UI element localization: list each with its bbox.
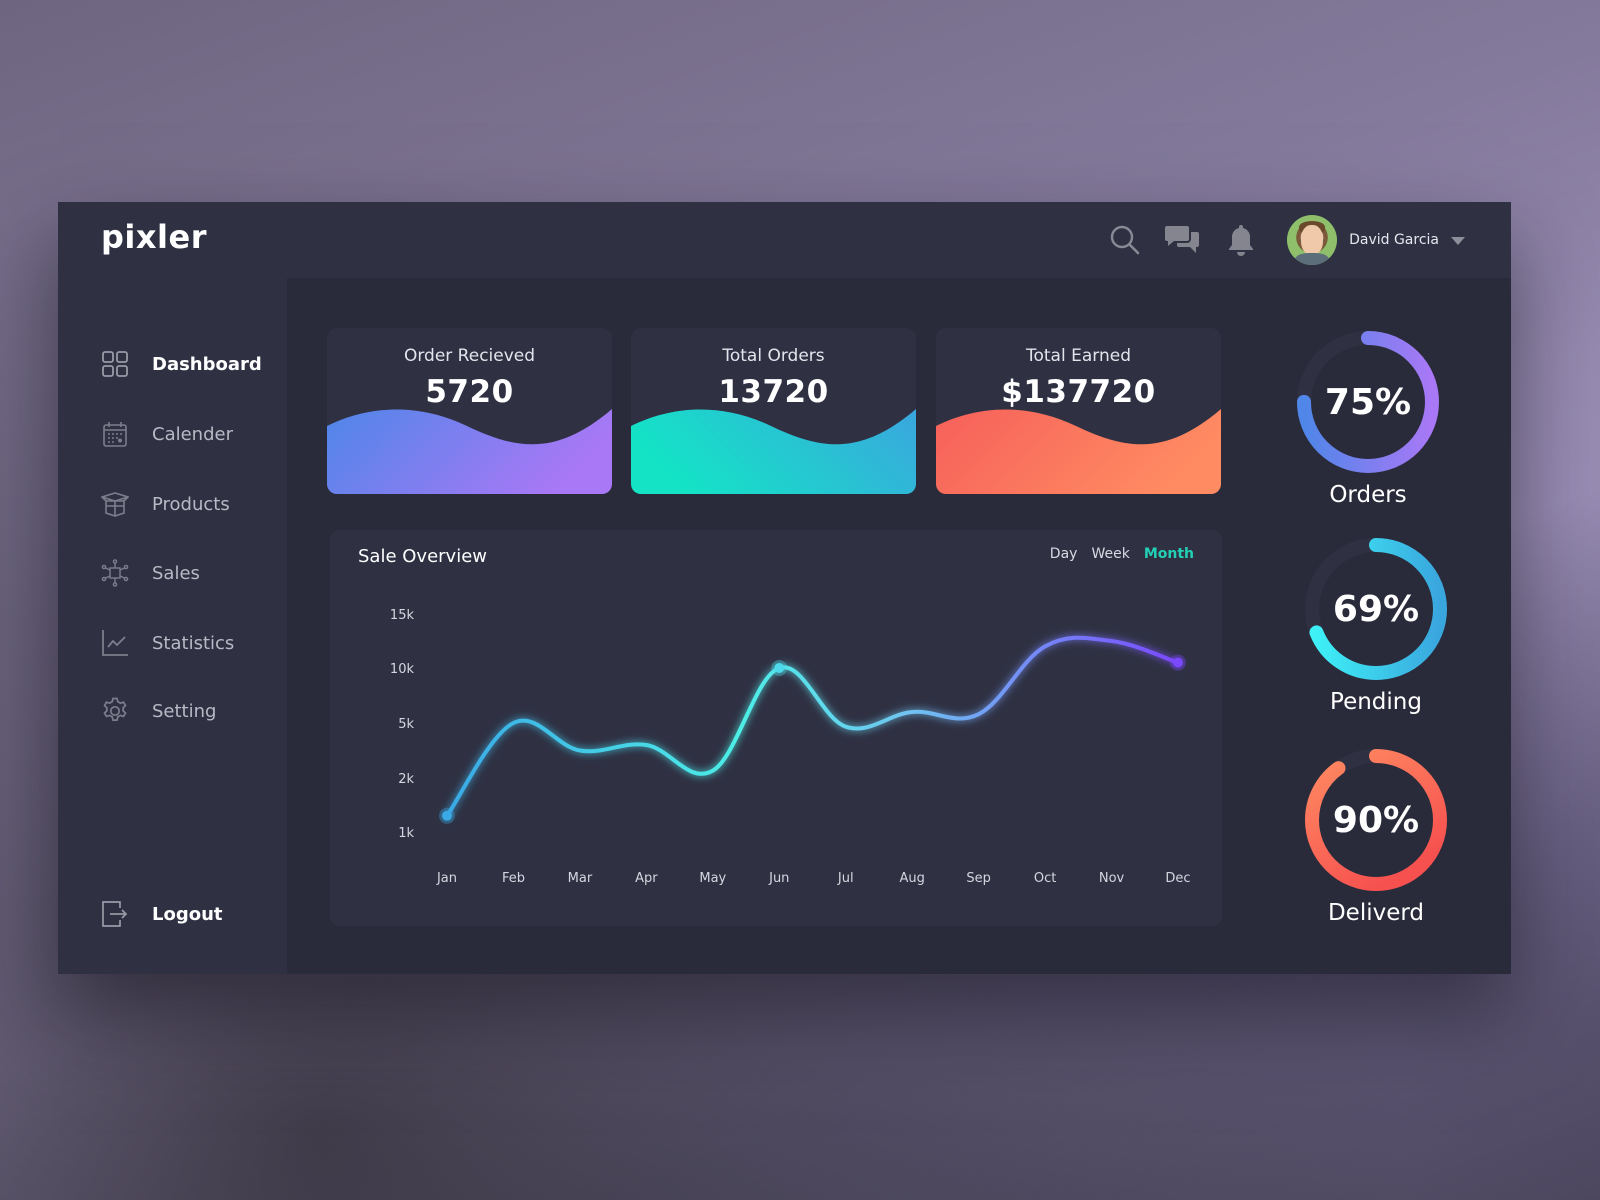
sidebar-item-label: Logout [152,903,223,925]
ring-percent: 90% [1332,799,1420,841]
kpi-card-total-orders[interactable]: Total Orders 13720 [631,328,916,494]
box-icon [101,490,129,518]
svg-text:Sep: Sep [966,871,991,886]
svg-text:Apr: Apr [635,871,658,886]
search-icon[interactable] [1107,222,1143,258]
sidebar: Dashboard Calender Products Sales Statis… [58,278,287,974]
range-tabs: Day Week Month [1050,546,1194,562]
sidebar-item-label: Dashboard [152,353,262,375]
logout-button[interactable]: Logout [101,898,223,930]
ring-pending: 69% Pending [1291,533,1461,715]
svg-text:Aug: Aug [899,871,924,886]
avatar[interactable] [1287,215,1338,265]
svg-text:Feb: Feb [502,871,525,886]
top-actions: David Garcia [1085,202,1465,278]
ring-orders: 75% Orders [1283,326,1453,508]
tab-day[interactable]: Day [1049,546,1078,562]
chat-icon[interactable] [1165,222,1201,258]
svg-text:Dec: Dec [1165,871,1190,886]
svg-text:1k: 1k [398,826,414,841]
svg-text:2k: 2k [398,772,414,787]
sale-overview-chart: 1k 2k 5k 10k 15k Jan Feb Mar Apr May Jun Jul Aug Sep… [390,608,1191,886]
kpi-title: Total Earned [1026,346,1131,366]
kpi-title: Total Orders [722,346,825,366]
chevron-down-icon[interactable] [1451,237,1465,245]
kpi-value: $137720 [1001,374,1156,410]
sidebar-item-label: Setting [152,700,217,722]
ring-percent: 69% [1332,588,1420,630]
tab-week[interactable]: Week [1091,546,1130,562]
svg-text:Jul: Jul [837,871,854,886]
wave-graphic [936,409,1221,494]
kpi-card-total-earned[interactable]: Total Earned $137720 [936,328,1221,494]
bell-icon[interactable] [1223,222,1259,258]
top-bar: pixler David Garcia [58,202,1511,278]
data-point[interactable] [442,810,452,821]
sidebar-item-label: Calender [152,423,233,445]
data-point[interactable] [1173,657,1183,668]
sidebar-item-dashboard[interactable]: Dashboard [101,348,262,380]
sidebar-item-sales[interactable]: Sales [101,557,200,589]
network-icon [101,559,129,587]
ring-delivered: 90% Deliverd [1291,744,1461,926]
svg-text:10k: 10k [390,662,415,677]
progress-ring: 75% [1292,326,1444,478]
app-logo[interactable]: pixler [101,218,207,256]
sidebar-item-label: Products [152,493,230,515]
sidebar-item-setting[interactable]: Setting [101,695,216,727]
svg-text:Nov: Nov [1099,871,1125,886]
sidebar-item-products[interactable]: Products [101,488,230,520]
data-point[interactable] [774,663,785,673]
svg-text:Jan: Jan [436,871,457,886]
sidebar-item-statistics[interactable]: Statistics [101,627,234,659]
kpi-value: 5720 [425,374,514,410]
logout-icon [101,900,129,928]
progress-ring: 69% [1300,533,1452,685]
ring-label: Orders [1329,482,1407,508]
wave-graphic [631,409,916,494]
wave-graphic [327,409,612,494]
ring-label: Pending [1330,689,1422,715]
ring-label: Deliverd [1327,900,1425,926]
dashboard-window: pixler David Garcia Dashboard [58,202,1511,974]
sidebar-item-label: Sales [152,562,200,584]
gear-icon [101,697,129,725]
grid-icon [101,350,129,378]
svg-text:15k: 15k [390,608,415,623]
calendar-icon [101,420,129,448]
svg-text:Mar: Mar [568,871,593,886]
sidebar-item-calender[interactable]: Calender [101,418,233,450]
kpi-card-order-received[interactable]: Order Recieved 5720 [327,328,612,494]
user-name[interactable]: David Garcia [1349,232,1439,248]
line-chart-icon [101,629,129,657]
svg-text:5k: 5k [398,717,414,732]
kpi-value: 13720 [718,374,829,410]
tab-month[interactable]: Month [1143,546,1194,562]
ring-percent: 75% [1324,381,1412,423]
sidebar-item-label: Statistics [152,632,235,654]
svg-text:Jun: Jun [768,871,789,886]
svg-text:May: May [699,871,726,886]
chart-title: Sale Overview [358,546,487,567]
kpi-title: Order Recieved [403,346,536,366]
progress-ring: 90% [1300,744,1452,896]
svg-text:Oct: Oct [1034,871,1056,886]
sale-overview-card: 1k 2k 5k 10k 15k Jan Feb Mar Apr May Jun Jul Aug Sep… [330,530,1222,926]
